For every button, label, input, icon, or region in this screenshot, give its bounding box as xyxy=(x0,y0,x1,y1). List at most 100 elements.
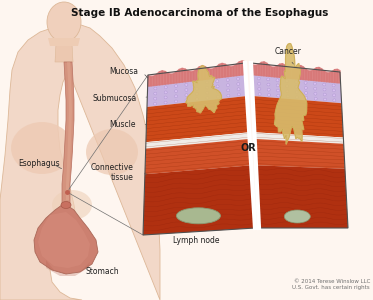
Polygon shape xyxy=(275,44,307,144)
Ellipse shape xyxy=(195,92,198,95)
Ellipse shape xyxy=(195,87,198,90)
Polygon shape xyxy=(295,66,298,79)
Polygon shape xyxy=(225,64,228,77)
Polygon shape xyxy=(214,67,216,78)
Polygon shape xyxy=(329,71,332,82)
Polygon shape xyxy=(52,24,160,300)
Ellipse shape xyxy=(154,87,157,90)
Ellipse shape xyxy=(305,97,308,99)
Polygon shape xyxy=(267,63,269,76)
Ellipse shape xyxy=(323,93,326,96)
Polygon shape xyxy=(261,62,264,76)
Polygon shape xyxy=(55,44,73,62)
Polygon shape xyxy=(62,62,74,205)
Ellipse shape xyxy=(323,98,326,101)
Ellipse shape xyxy=(305,92,308,94)
Ellipse shape xyxy=(314,87,317,90)
Ellipse shape xyxy=(206,97,209,99)
Text: Esophagus: Esophagus xyxy=(18,158,60,167)
Polygon shape xyxy=(251,63,341,83)
Ellipse shape xyxy=(284,210,310,223)
Polygon shape xyxy=(185,69,188,82)
Text: Submucosa: Submucosa xyxy=(92,94,136,103)
Polygon shape xyxy=(165,71,168,84)
Ellipse shape xyxy=(206,86,209,89)
Ellipse shape xyxy=(304,81,307,84)
Ellipse shape xyxy=(195,98,198,100)
Polygon shape xyxy=(211,69,214,79)
Polygon shape xyxy=(202,66,205,80)
Ellipse shape xyxy=(258,82,261,85)
Ellipse shape xyxy=(313,82,316,85)
Polygon shape xyxy=(197,67,199,80)
Polygon shape xyxy=(171,74,174,83)
Ellipse shape xyxy=(295,85,298,88)
Polygon shape xyxy=(222,63,225,77)
Polygon shape xyxy=(34,205,98,274)
Polygon shape xyxy=(186,66,222,113)
Polygon shape xyxy=(288,68,290,78)
Polygon shape xyxy=(319,68,322,81)
Ellipse shape xyxy=(236,77,239,80)
Polygon shape xyxy=(282,64,285,78)
Ellipse shape xyxy=(164,86,167,89)
Ellipse shape xyxy=(86,129,138,175)
Polygon shape xyxy=(253,96,344,137)
Polygon shape xyxy=(0,28,82,300)
Ellipse shape xyxy=(285,80,288,83)
Polygon shape xyxy=(251,74,342,103)
Polygon shape xyxy=(174,72,176,83)
Ellipse shape xyxy=(185,83,188,86)
Ellipse shape xyxy=(314,92,317,95)
Ellipse shape xyxy=(323,83,326,86)
Polygon shape xyxy=(290,69,293,79)
Ellipse shape xyxy=(176,208,220,224)
Ellipse shape xyxy=(333,94,336,97)
Ellipse shape xyxy=(295,96,298,99)
Ellipse shape xyxy=(227,89,230,92)
Ellipse shape xyxy=(164,91,167,94)
Text: Stage IB Adenocarcinoma of the Esophagus: Stage IB Adenocarcinoma of the Esophagus xyxy=(71,8,329,18)
Polygon shape xyxy=(179,68,182,83)
Ellipse shape xyxy=(267,78,270,81)
Ellipse shape xyxy=(323,88,326,91)
Polygon shape xyxy=(239,61,242,75)
Polygon shape xyxy=(219,63,222,78)
Polygon shape xyxy=(151,76,154,86)
Polygon shape xyxy=(233,64,236,76)
Ellipse shape xyxy=(314,97,317,100)
Ellipse shape xyxy=(286,85,289,88)
Ellipse shape xyxy=(237,93,240,96)
Polygon shape xyxy=(154,74,157,86)
Polygon shape xyxy=(332,70,335,83)
Polygon shape xyxy=(159,71,162,85)
Ellipse shape xyxy=(216,95,219,98)
Ellipse shape xyxy=(237,82,240,85)
Ellipse shape xyxy=(276,89,279,92)
Text: Stomach: Stomach xyxy=(85,268,119,277)
Ellipse shape xyxy=(185,88,188,92)
Ellipse shape xyxy=(257,77,260,80)
Polygon shape xyxy=(335,69,338,83)
Ellipse shape xyxy=(195,82,198,85)
Polygon shape xyxy=(255,139,345,169)
Ellipse shape xyxy=(216,85,219,88)
Polygon shape xyxy=(168,73,171,84)
Polygon shape xyxy=(280,64,282,77)
Ellipse shape xyxy=(185,94,188,97)
Polygon shape xyxy=(236,62,239,76)
Polygon shape xyxy=(303,67,306,80)
Ellipse shape xyxy=(226,84,229,87)
Ellipse shape xyxy=(154,92,157,95)
Polygon shape xyxy=(254,66,256,75)
Polygon shape xyxy=(228,66,231,76)
Ellipse shape xyxy=(154,97,157,100)
Polygon shape xyxy=(162,71,165,85)
Ellipse shape xyxy=(11,122,73,174)
Polygon shape xyxy=(199,66,202,80)
Ellipse shape xyxy=(267,94,270,96)
Ellipse shape xyxy=(295,91,298,94)
Polygon shape xyxy=(38,212,90,268)
Polygon shape xyxy=(272,68,275,77)
Polygon shape xyxy=(306,69,308,80)
